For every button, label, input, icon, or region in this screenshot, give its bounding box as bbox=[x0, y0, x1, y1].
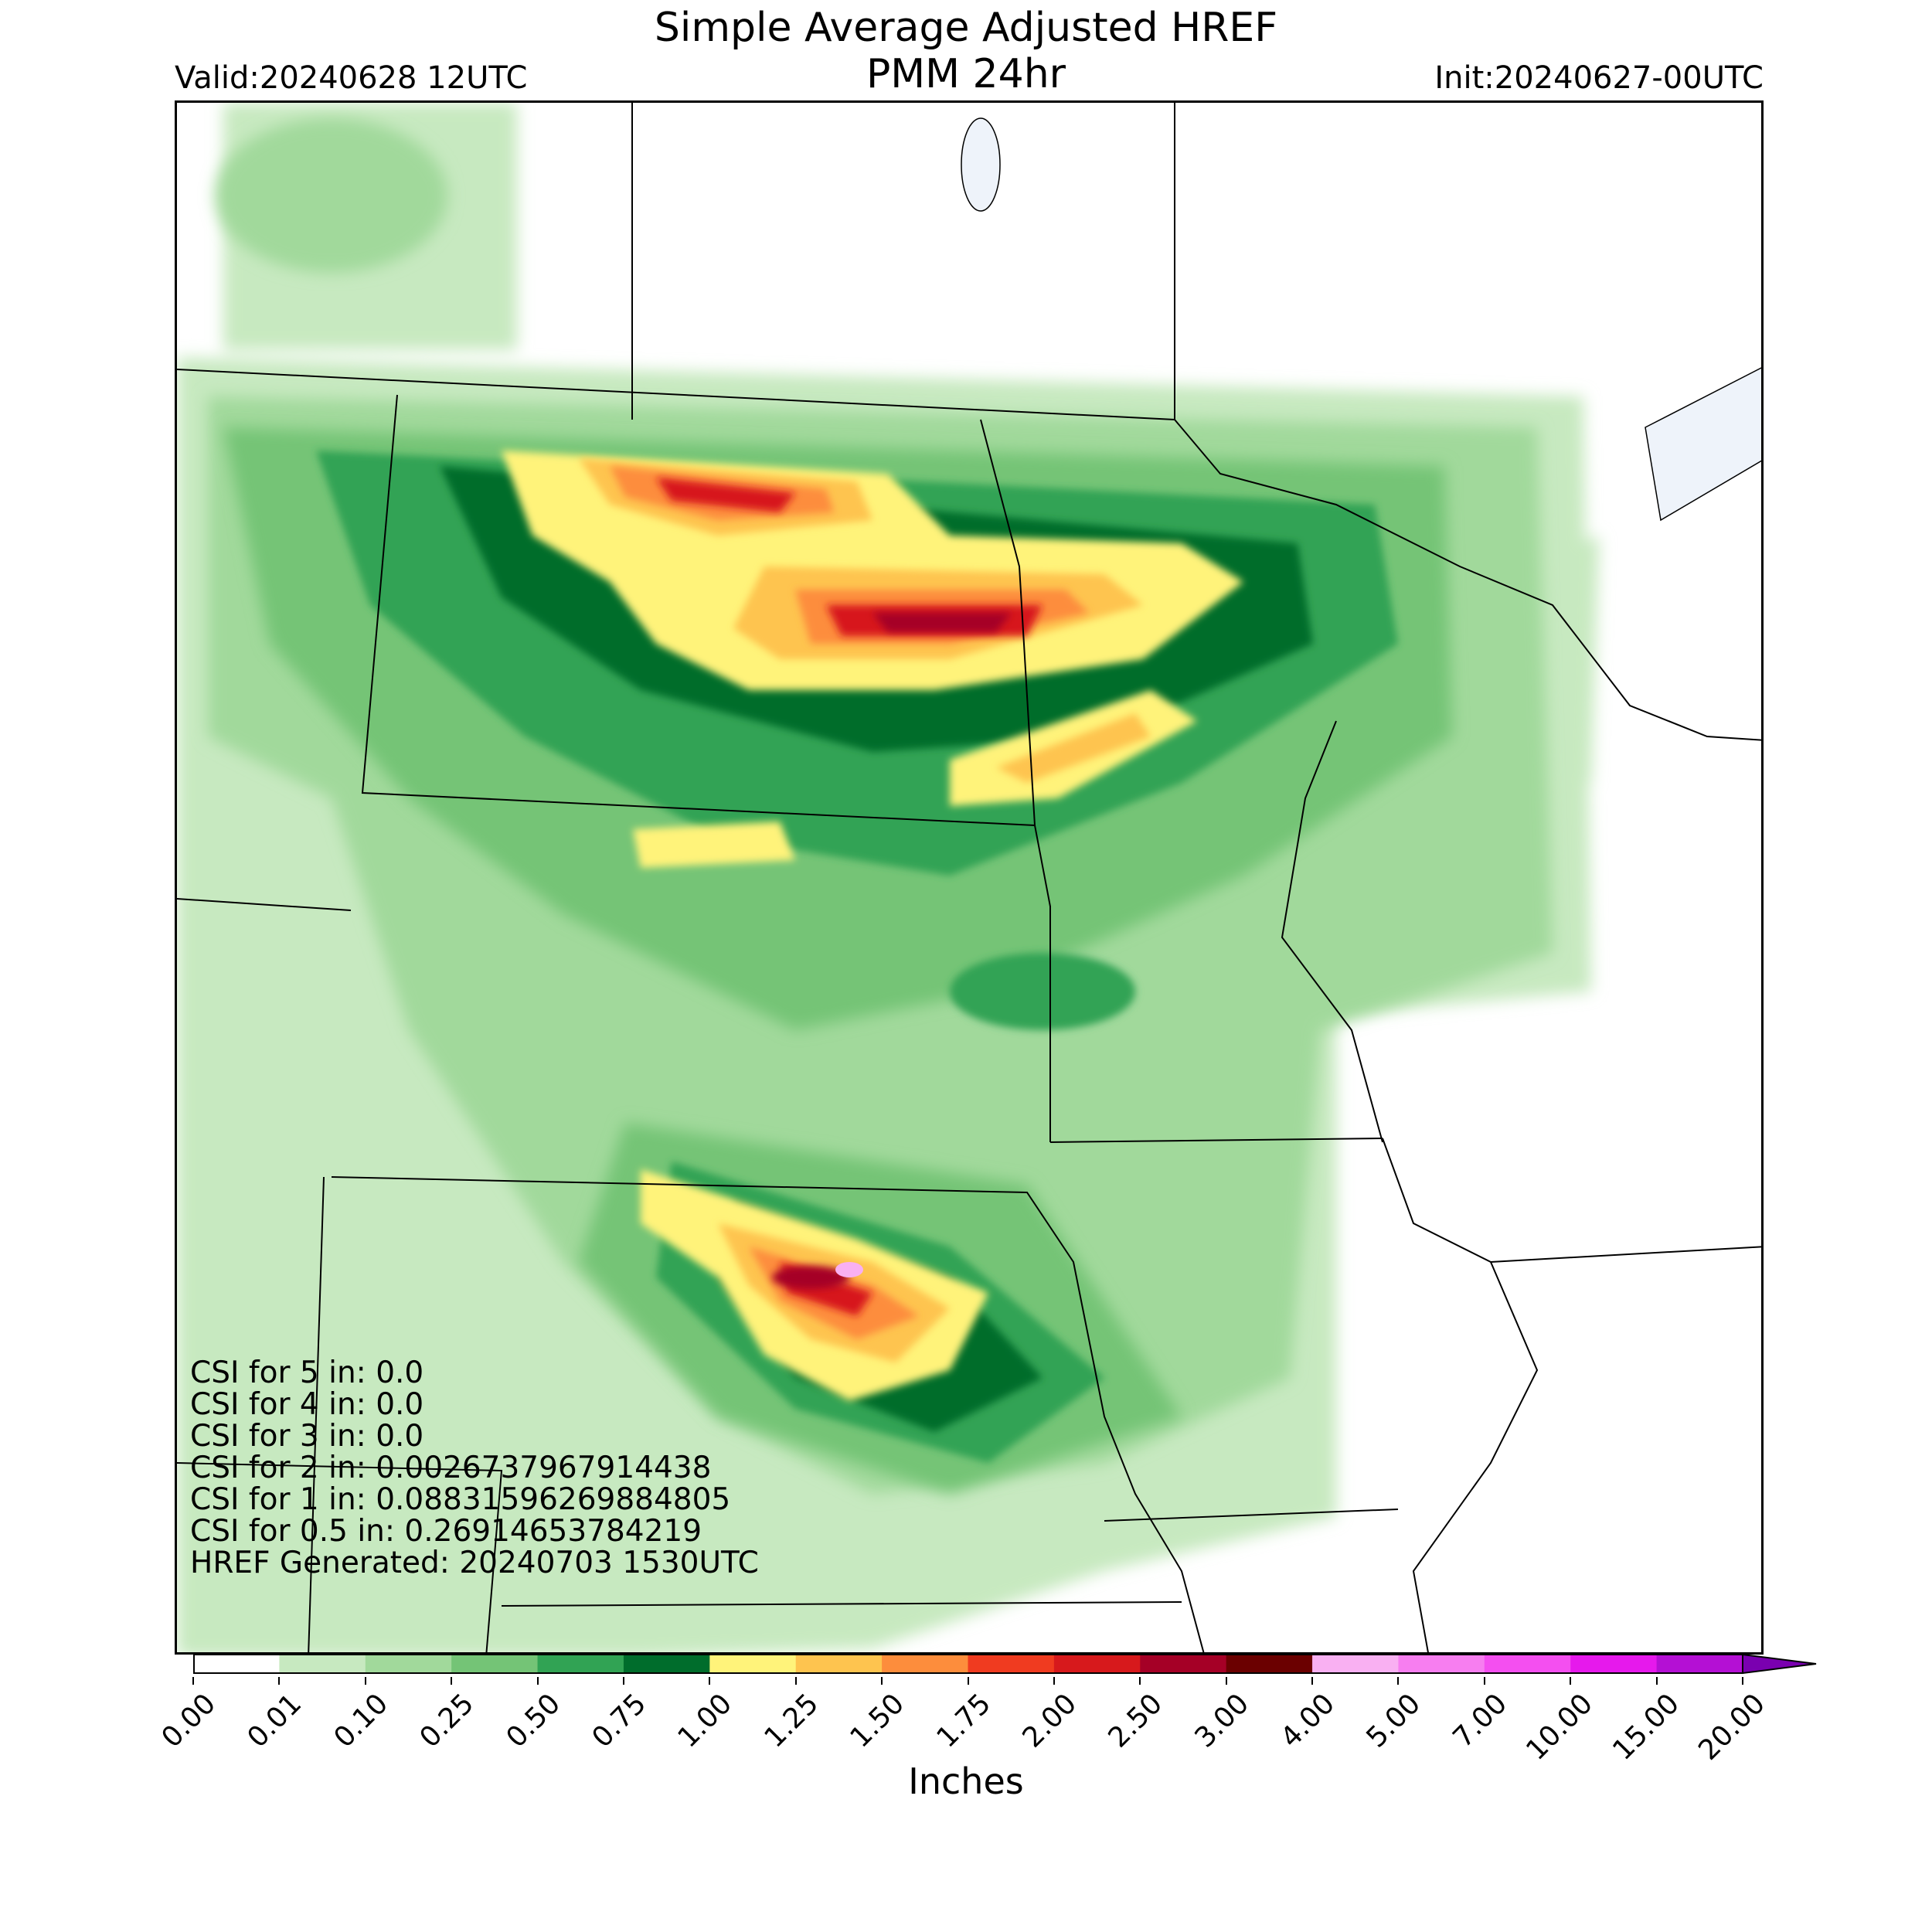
colorbar-tick-label: 1.25 bbox=[758, 1688, 825, 1754]
href-generated: HREF Generated: 20240703 1530UTC bbox=[190, 1546, 759, 1580]
map-subtitle: PMM 24hr bbox=[866, 51, 1066, 97]
colorbar-extend-arrow bbox=[1742, 1653, 1817, 1675]
colorbar-tick-mark bbox=[1225, 1677, 1227, 1685]
colorbar-segment bbox=[1570, 1655, 1658, 1673]
colorbar-segment bbox=[365, 1655, 452, 1673]
colorbar-tick-mark bbox=[192, 1677, 194, 1685]
colorbar-tick-mark bbox=[1483, 1677, 1485, 1685]
colorbar-tick-label: 2.50 bbox=[1102, 1688, 1169, 1754]
csi-2in: CSI for 2 in: 0.0026737967914438 bbox=[190, 1451, 712, 1485]
colorbar-segment bbox=[1226, 1655, 1313, 1673]
colorbar-tick-mark bbox=[1053, 1677, 1055, 1685]
map-title: Simple Average Adjusted HREF bbox=[654, 5, 1278, 51]
colorbar-segment bbox=[1398, 1655, 1485, 1673]
colorbar-ticks: 0.00 0.01 0.10 0.25 0.50 0.75 1.00 1.25 1.50 1.75… bbox=[0, 1677, 1932, 1770]
colorbar-tick-label: 0.10 bbox=[328, 1688, 394, 1754]
colorbar-tick-mark bbox=[1742, 1677, 1743, 1685]
colorbar-segment bbox=[1484, 1655, 1571, 1673]
colorbar-tick-mark bbox=[278, 1677, 281, 1685]
precip-4.00-spot bbox=[835, 1262, 863, 1277]
colorbar-tick-mark bbox=[1570, 1677, 1572, 1685]
colorbar-tick-label: 0.00 bbox=[155, 1688, 223, 1754]
borders bbox=[177, 103, 1761, 1652]
csi-3in: CSI for 3 in: 0.0 bbox=[190, 1419, 424, 1454]
colorbar-tick-mark bbox=[1311, 1677, 1314, 1685]
colorbar-label: Inches bbox=[908, 1760, 1024, 1802]
colorbar bbox=[193, 1653, 1817, 1675]
colorbar-tick-label: 7.00 bbox=[1447, 1688, 1513, 1754]
colorbar-segment bbox=[1053, 1655, 1141, 1673]
colorbar-segment bbox=[968, 1655, 1055, 1673]
colorbar-tick-mark bbox=[622, 1677, 624, 1685]
colorbar-tick-label: 20.00 bbox=[1692, 1688, 1772, 1767]
csi-stats: CSI for 5 in: 0.0 CSI for 4 in: 0.0 CSI … bbox=[190, 1357, 759, 1579]
colorbar-tick-label: 0.50 bbox=[500, 1688, 566, 1754]
colorbar-tick-mark bbox=[1397, 1677, 1400, 1685]
precipitation-field bbox=[177, 103, 1761, 1652]
colorbar-tick-label: 0.75 bbox=[586, 1688, 653, 1754]
colorbar-tick-label: 3.00 bbox=[1189, 1688, 1255, 1754]
colorbar-segment bbox=[279, 1655, 366, 1673]
colorbar-tick-label: 1.00 bbox=[672, 1688, 739, 1754]
colorbar-segment bbox=[623, 1655, 710, 1673]
colorbar-segment bbox=[795, 1655, 883, 1673]
colorbar-tick-mark bbox=[794, 1677, 797, 1685]
precipitation-map bbox=[175, 100, 1764, 1655]
csi-0.5in: CSI for 0.5 in: 0.26914653784219 bbox=[190, 1514, 702, 1549]
colorbar-tick-label: 5.00 bbox=[1360, 1688, 1427, 1754]
colorbar-segment bbox=[709, 1655, 797, 1673]
colorbar-tick-label: 15.00 bbox=[1606, 1688, 1685, 1767]
colorbar-segment bbox=[1656, 1655, 1743, 1673]
precip-2.50-layer bbox=[772, 613, 1012, 1289]
colorbar-tick-label: 10.00 bbox=[1520, 1688, 1600, 1767]
colorbar-tick-label: 4.00 bbox=[1274, 1688, 1342, 1754]
csi-4in: CSI for 4 in: 0.0 bbox=[190, 1387, 424, 1422]
lakes bbox=[961, 117, 1761, 522]
valid-time-label: Valid:20240628 12UTC bbox=[175, 60, 528, 96]
colorbar-outline bbox=[193, 1654, 1743, 1674]
colorbar-tick-label: 0.01 bbox=[241, 1688, 308, 1754]
colorbar-tick-mark bbox=[709, 1677, 711, 1685]
colorbar-tick-mark bbox=[1139, 1677, 1141, 1685]
csi-5in: CSI for 5 in: 0.0 bbox=[190, 1355, 424, 1390]
colorbar-tick-mark bbox=[1655, 1677, 1658, 1685]
csi-1in: CSI for 1 in: 0.08831596269884805 bbox=[190, 1482, 731, 1517]
colorbar-tick-mark bbox=[967, 1677, 969, 1685]
colorbar-segment bbox=[193, 1655, 280, 1673]
colorbar-tick-label: 2.00 bbox=[1016, 1688, 1083, 1754]
colorbar-tick-label: 1.50 bbox=[844, 1688, 911, 1754]
colorbar-segment bbox=[1140, 1655, 1227, 1673]
colorbar-segment bbox=[1312, 1655, 1399, 1673]
colorbar-tick-mark bbox=[536, 1677, 539, 1685]
colorbar-tick-label: 1.75 bbox=[930, 1688, 997, 1754]
colorbar-segment bbox=[451, 1655, 539, 1673]
colorbar-tick-label: 0.25 bbox=[413, 1688, 481, 1754]
colorbar-segment bbox=[882, 1655, 968, 1673]
colorbar-tick-mark bbox=[364, 1677, 366, 1685]
colorbar-segment bbox=[537, 1655, 624, 1673]
init-time-label: Init:20240627-00UTC bbox=[1434, 60, 1764, 96]
colorbar-tick-mark bbox=[451, 1677, 453, 1685]
colorbar-tick-mark bbox=[881, 1677, 883, 1685]
